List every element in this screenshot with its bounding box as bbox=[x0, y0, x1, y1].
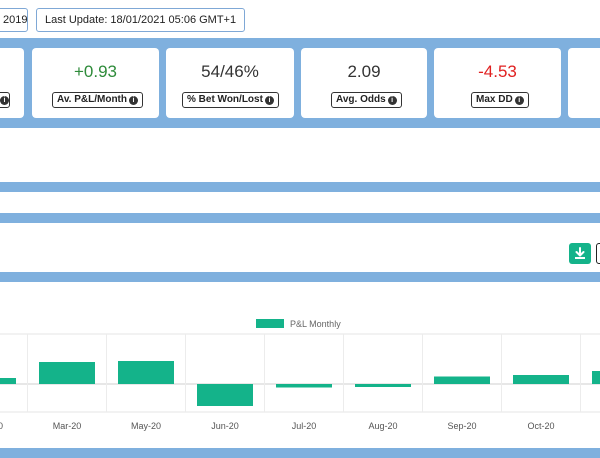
x-tick-label: 0 bbox=[0, 421, 3, 431]
x-tick-label: Jul-20 bbox=[292, 421, 317, 431]
bar-sep-20[interactable] bbox=[434, 376, 490, 385]
stat-value: 2.09 bbox=[347, 62, 381, 81]
info-icon[interactable]: i bbox=[387, 96, 397, 105]
stat-label-button[interactable]: Max DD i bbox=[471, 92, 529, 108]
stat-label: % Bet Won/Lost bbox=[187, 94, 263, 105]
stat-card-partial: i bbox=[0, 48, 24, 118]
stat-card-bet-won-lost: 54/46% % Bet Won/Lost i bbox=[166, 48, 294, 118]
x-tick-label: May-20 bbox=[131, 421, 161, 431]
stat-label: Avg. Odds bbox=[336, 94, 386, 105]
stat-value: 54/46% bbox=[201, 62, 259, 81]
top-bar: 2019 Last Update: 18/01/2021 05:06 GMT+1 bbox=[0, 0, 600, 38]
bar-nov-20[interactable] bbox=[592, 371, 600, 384]
empty-section bbox=[0, 128, 600, 182]
start-date-fragment: 2019 bbox=[3, 14, 28, 26]
stat-value: +0.93 bbox=[73, 62, 117, 81]
divider-band bbox=[0, 448, 600, 458]
divider-band bbox=[0, 182, 600, 192]
stat-card-avg-pl: +0.93 Av. P&L/Month i bbox=[32, 48, 159, 118]
stat-card-partial-label: i bbox=[0, 92, 10, 108]
bar-may-20[interactable] bbox=[118, 361, 174, 384]
bar-aug-20[interactable] bbox=[355, 384, 411, 387]
stat-label: Max DD bbox=[476, 94, 513, 105]
stat-card-max-dd: -4.53 Max DD i bbox=[434, 48, 561, 118]
download-button[interactable] bbox=[569, 243, 591, 264]
stat-card-next-partial bbox=[568, 48, 600, 118]
x-tick-label: Sep-20 bbox=[447, 421, 476, 431]
stat-value: -4.53 bbox=[478, 62, 517, 81]
x-tick-label: Mar-20 bbox=[53, 421, 82, 431]
bar-jun-20[interactable] bbox=[197, 384, 253, 406]
stat-label-button[interactable]: Avg. Odds i bbox=[331, 92, 402, 108]
info-icon[interactable]: i bbox=[264, 96, 274, 105]
legend-label[interactable]: P&L Monthly bbox=[290, 319, 341, 329]
legend-swatch[interactable] bbox=[256, 319, 284, 328]
download-icon bbox=[575, 247, 585, 259]
stat-label-button[interactable]: Av. P&L/Month i bbox=[52, 92, 143, 108]
last-update-pill: Last Update: 18/01/2021 05:06 GMT+1 bbox=[36, 8, 246, 32]
pl-monthly-chart: 0 Mar-20 May-20 Jun-20 Jul-20 Aug-20 Sep-20 Oct… bbox=[0, 319, 600, 431]
info-icon[interactable]: i bbox=[514, 96, 524, 105]
chart-section bbox=[0, 282, 600, 458]
divider-band bbox=[0, 213, 600, 223]
divider-band bbox=[0, 272, 600, 282]
x-tick-label: Jun-20 bbox=[211, 421, 239, 431]
x-tick-label: Aug-20 bbox=[368, 421, 397, 431]
chart-toolbar bbox=[0, 223, 600, 272]
info-icon[interactable]: i bbox=[129, 96, 138, 105]
gap-section bbox=[0, 192, 600, 213]
stat-label: Av. P&L/Month bbox=[57, 94, 127, 105]
bar-jul-20[interactable] bbox=[276, 384, 332, 388]
bar-jan-20[interactable] bbox=[0, 378, 16, 384]
last-update-text: Last Update: 18/01/2021 05:06 GMT+1 bbox=[45, 14, 237, 26]
x-tick-label: Oct-20 bbox=[527, 421, 554, 431]
start-date-pill: 2019 bbox=[0, 8, 28, 32]
stat-card-avg-odds: 2.09 Avg. Odds i bbox=[301, 48, 427, 118]
stat-label-button[interactable]: % Bet Won/Lost i bbox=[182, 92, 279, 108]
bar-oct-20[interactable] bbox=[513, 375, 569, 384]
info-icon[interactable]: i bbox=[0, 96, 9, 105]
export-button-partial[interactable] bbox=[596, 243, 600, 264]
bar-mar-20[interactable] bbox=[39, 362, 95, 384]
